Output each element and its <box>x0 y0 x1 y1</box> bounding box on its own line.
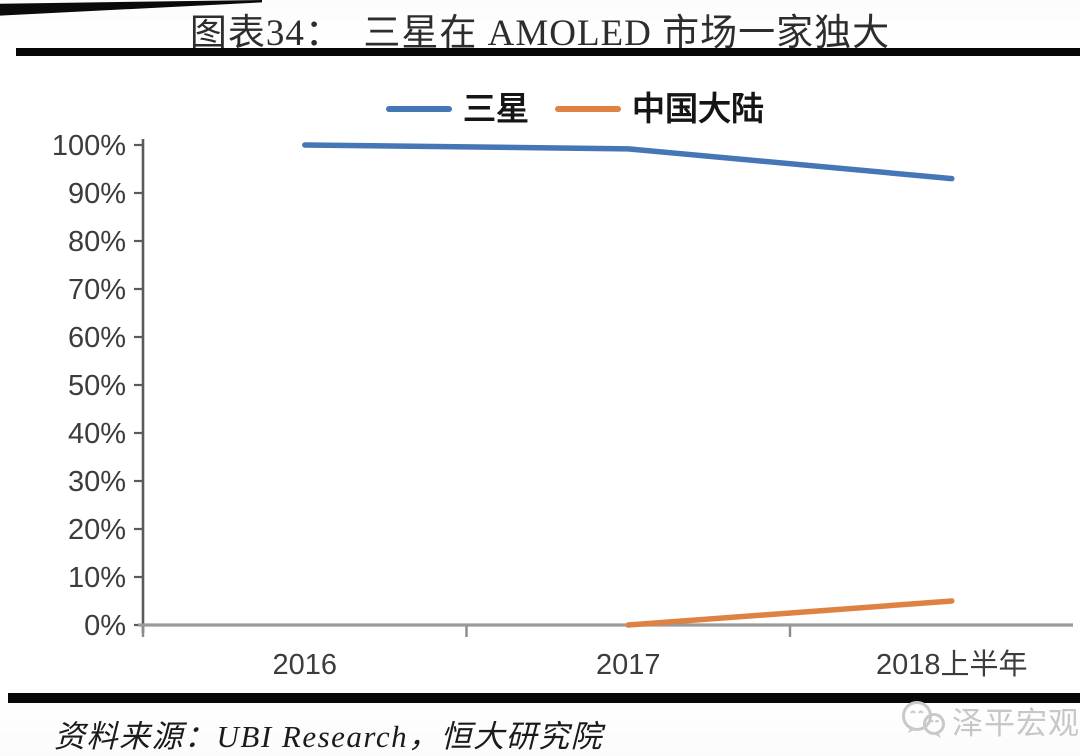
watermark: 泽平宏观 <box>901 698 1080 743</box>
watermark-text: 泽平宏观 <box>952 706 1080 741</box>
title-divider <box>16 48 1080 56</box>
legend-label-samsung: 三星 <box>463 90 529 127</box>
line-chart-plot: 0% 10% 20% 30% 40% 50% 60% 70% 80% 90% 100% 2016 201… <box>52 130 1073 681</box>
legend-item-mainland-china: 中国大陆 <box>555 92 764 125</box>
svg-text:70%: 70% <box>68 274 126 306</box>
svg-text:20%: 20% <box>68 514 126 546</box>
legend-swatch-samsung <box>386 105 452 112</box>
legend-label-mainland-china: 中国大陆 <box>632 90 764 127</box>
svg-text:2018上半年: 2018上半年 <box>876 648 1028 681</box>
svg-text:30%: 30% <box>68 466 126 498</box>
svg-text:80%: 80% <box>68 226 126 258</box>
svg-text:60%: 60% <box>68 322 126 354</box>
legend-swatch-mainland-china <box>555 105 621 112</box>
legend-item-samsung: 三星 <box>386 92 529 125</box>
svg-text:100%: 100% <box>52 130 126 162</box>
wechat-icon <box>902 700 945 738</box>
svg-text:2017: 2017 <box>596 649 661 681</box>
svg-text:50%: 50% <box>68 370 126 402</box>
svg-text:90%: 90% <box>68 178 126 210</box>
svg-text:2016: 2016 <box>273 649 338 681</box>
chart-title: 图表34： 三星在 AMOLED 市场一家独大 <box>189 13 891 54</box>
source-note: 资料来源：UBI Research，恒大研究院 <box>54 719 604 754</box>
chart-legend: 三星 中国大陆 <box>70 92 1080 125</box>
svg-text:0%: 0% <box>84 610 126 642</box>
svg-text:10%: 10% <box>68 562 126 594</box>
footer-divider <box>8 693 1080 703</box>
svg-text:40%: 40% <box>68 418 126 450</box>
